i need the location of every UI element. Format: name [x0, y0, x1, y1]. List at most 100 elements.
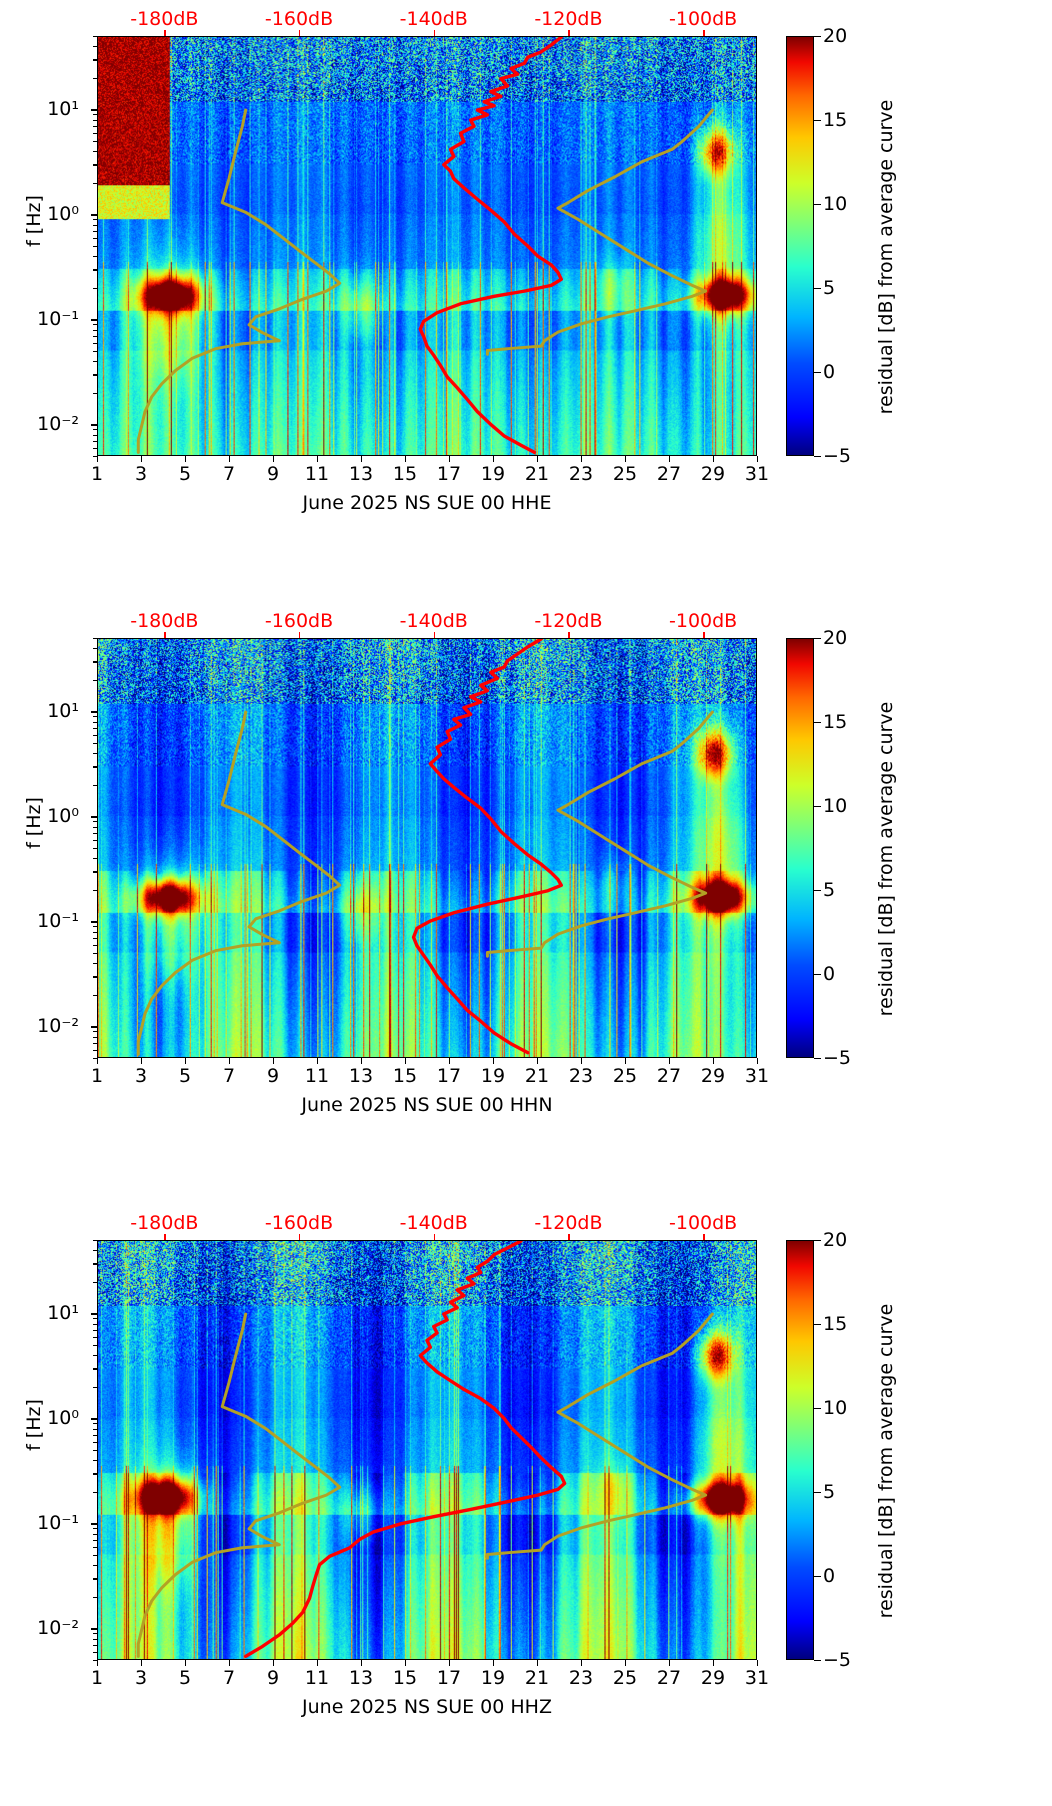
y-axis-tick-minor [93, 219, 97, 221]
colorbar-title-2: residual [dB] from average curve [875, 1303, 897, 1619]
top-db-tick-label: -140dB [399, 1212, 468, 1234]
colorbar-tick-label: −5 [823, 445, 852, 467]
top-db-tick [433, 1234, 436, 1240]
y-axis-tick-label: 10⁻¹ [37, 1512, 79, 1535]
x-axis-tick-label: 13 [348, 1667, 374, 1689]
y-axis-tick-label: 10¹ [47, 700, 79, 723]
y-axis-tick-minor [93, 716, 97, 718]
colorbar-ticks-0 [814, 36, 821, 458]
x-axis-tick-label: 23 [568, 463, 594, 485]
x-axis-tick-label: 29 [700, 1065, 726, 1087]
plot-area-2[interactable] [97, 1240, 757, 1660]
x-axis-tick [273, 1660, 275, 1666]
x-axis-ticks-0 [97, 456, 759, 462]
x-axis-label-2: June 2025 NS SUE 00 HHZ [302, 1696, 552, 1718]
top-db-tick-label: -180dB [130, 8, 199, 30]
y-axis-tick-minor [93, 953, 97, 955]
x-axis-tick [625, 1660, 627, 1666]
y-axis-tick-major [91, 921, 97, 923]
y-axis-tick-minor [93, 46, 97, 48]
y-axis-tick-minor [93, 743, 97, 745]
x-axis-tick-label: 3 [134, 1667, 148, 1689]
plot-area-1[interactable] [97, 638, 757, 1058]
colorbar-tick [814, 806, 821, 808]
spectrogram-image-2 [98, 1241, 756, 1659]
x-axis-tick-label: 31 [744, 1667, 770, 1689]
x-axis-ticks-2 [97, 1660, 759, 1666]
x-axis-label-0: June 2025 NS SUE 00 HHE [302, 492, 552, 514]
top-db-tick-label: -180dB [130, 1212, 199, 1234]
colorbar-tick-labels-0: 20 15 10 5 0 −5 [823, 25, 883, 467]
top-db-tick-label: -120dB [534, 610, 603, 632]
y-axis-tick-minor [93, 661, 97, 663]
y-axis-tick-minor [93, 1323, 97, 1325]
y-axis-ticks-1 [91, 638, 97, 1060]
x-axis-tick [405, 1660, 407, 1666]
x-axis-tick [361, 1660, 363, 1666]
x-axis-tick-label: 15 [392, 1667, 418, 1689]
y-axis-tick-minor [93, 1386, 97, 1389]
colorbar-tick-label: 10 [823, 1397, 848, 1419]
y-axis-tick-minor [93, 429, 97, 431]
x-axis-tick [185, 1660, 187, 1666]
y-axis-tick-minor [93, 1336, 97, 1338]
y-axis-label-0: f [Hz] [23, 195, 45, 247]
top-db-tick [568, 632, 570, 638]
y-axis-tick-minor [93, 287, 97, 290]
y-axis-tick-minor [93, 821, 97, 823]
y-axis-ticks-0 [91, 36, 97, 458]
curve-overlay-0 [136, 37, 714, 455]
y-axis-tick-major [91, 1628, 97, 1630]
y-axis-tick-major [91, 816, 97, 818]
y-axis-tick-minor [93, 342, 97, 344]
y-axis-tick-minor [93, 269, 97, 271]
x-axis-tick [581, 1058, 583, 1064]
x-axis-tick [97, 456, 99, 462]
colorbar-tick [814, 974, 821, 976]
colorbar-1 [786, 638, 814, 1058]
top-db-tick [568, 30, 570, 36]
y-axis-tick-minor [93, 679, 97, 682]
x-axis-tick-label: 1 [90, 463, 104, 485]
y-axis-tick-minor [93, 734, 97, 736]
y-axis-tick-minor [93, 1355, 97, 1357]
x-axis-tick [97, 1660, 99, 1666]
y-axis-ticks-2 [91, 1240, 97, 1662]
colorbar-tick-label: 5 [823, 1481, 836, 1503]
x-axis-tick [185, 1058, 187, 1064]
y-axis-tick-label: 10⁻¹ [37, 910, 79, 933]
top-db-tick [568, 1234, 570, 1240]
noise-model-curve-nlnm [136, 108, 342, 454]
top-db-tick [299, 30, 301, 36]
x-axis-tick [757, 1058, 759, 1064]
y-axis-tick-minor [93, 329, 97, 331]
x-axis-tick [361, 1058, 363, 1064]
y-axis-tick-label: 10¹ [47, 98, 79, 121]
y-axis-tick-minor [93, 1533, 97, 1535]
x-axis-tick-label: 25 [612, 463, 638, 485]
x-axis-tick-label: 5 [178, 1065, 192, 1087]
y-axis-tick-minor [93, 963, 97, 965]
colorbar-tick-label: 5 [823, 277, 836, 299]
y-axis-tick-minor [93, 361, 97, 363]
x-axis-tick-label: 11 [304, 463, 330, 485]
x-axis-tick [669, 1660, 671, 1666]
colorbar-tick-label: 0 [823, 361, 836, 383]
x-axis-tick-label: 23 [568, 1667, 594, 1689]
top-db-tick-label: -160dB [264, 8, 334, 30]
y-axis-tick-minor [93, 937, 97, 939]
y-axis-tick-minor [93, 944, 97, 946]
y-axis-tick-major [91, 1523, 97, 1525]
y-axis-tick-minor [93, 141, 97, 143]
colorbar-tick-label: −5 [823, 1047, 852, 1069]
x-axis-tick-labels-1: 1 3 5 7 9 11 13 15 17 19 21 23 25 27 29 31 [0, 1064, 1052, 1090]
y-axis-tick-minor [93, 132, 97, 134]
x-axis-tick-labels-2: 1 3 5 7 9 11 13 15 17 19 21 23 25 27 29 31 [0, 1666, 1052, 1692]
y-axis-tick-label: 10⁻² [37, 1617, 79, 1640]
x-axis-tick [273, 1058, 275, 1064]
x-axis-tick [229, 1058, 231, 1064]
plot-area-0[interactable] [97, 36, 757, 456]
colorbar-tick-labels-1: 20 15 10 5 0 −5 [823, 627, 883, 1069]
y-axis-tick-minor [93, 1329, 97, 1331]
top-db-axis-ticks-1 [97, 632, 757, 638]
